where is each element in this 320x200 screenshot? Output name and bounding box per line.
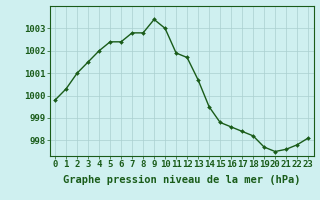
X-axis label: Graphe pression niveau de la mer (hPa): Graphe pression niveau de la mer (hPa) <box>63 175 300 185</box>
